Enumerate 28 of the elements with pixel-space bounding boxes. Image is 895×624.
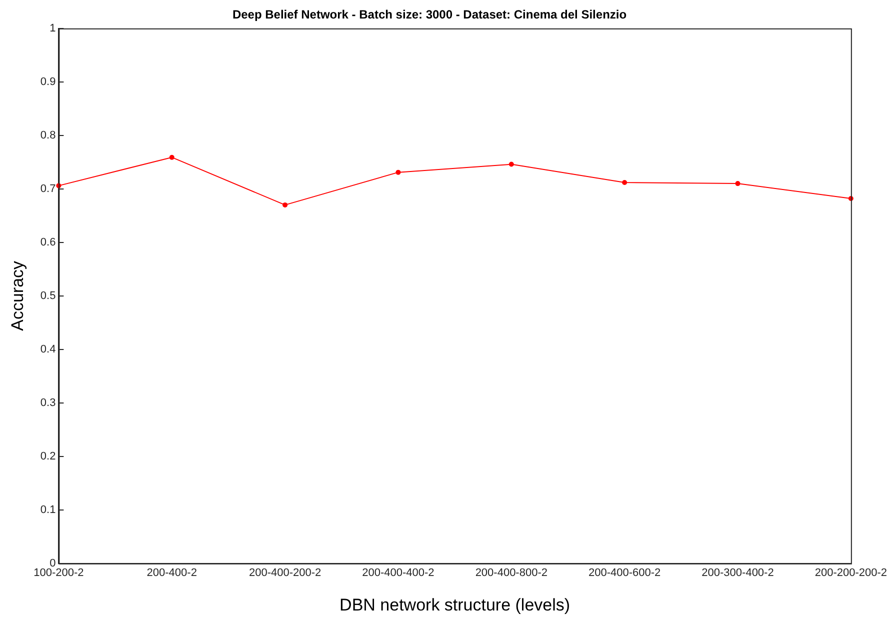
point (622, 180, 628, 185)
y-tick-label: 0.6 (40, 236, 56, 248)
x-tick-label: 200-400-200-2 (248, 567, 322, 580)
y-tick-label: 0 (50, 557, 56, 570)
y-tick-label: 0.2 (40, 450, 56, 462)
x-tick-label: 100-200-2 (34, 567, 84, 580)
y-tick-label: 0.8 (40, 129, 56, 142)
x-tick-label: 200-200-200-2 (814, 567, 888, 580)
point (508, 162, 514, 167)
x-tick-label: 200-400-800-2 (475, 567, 548, 580)
point (169, 154, 174, 160)
y-tick-label: 0.5 (40, 290, 56, 302)
y-tick-label: 0.3 (40, 396, 56, 409)
x-tick-label: 200-400-2 (146, 567, 197, 580)
y-tick-label: 0.1 (40, 504, 56, 516)
point (735, 181, 740, 186)
x-axis-title: DBN network structure (levels) (340, 595, 570, 614)
x-tick-label: 200-400-600-2 (588, 567, 661, 580)
y-tick-label: 0.9 (40, 76, 56, 88)
chart-title: Deep Belief Network - Batch size: 3000 - Dataset: Cinema del Silenzio (232, 8, 627, 22)
point (282, 202, 288, 208)
y-tick-label: 0.4 (40, 343, 56, 356)
y-tick-label: 0.7 (40, 182, 56, 195)
x-tick-label: 200-400-400-2 (362, 567, 434, 580)
y-tick-label: 1 (50, 22, 56, 34)
point (396, 170, 401, 175)
y-axis-title: Accuracy (8, 260, 27, 331)
x-tick-label: 200-300-400-2 (702, 567, 774, 580)
